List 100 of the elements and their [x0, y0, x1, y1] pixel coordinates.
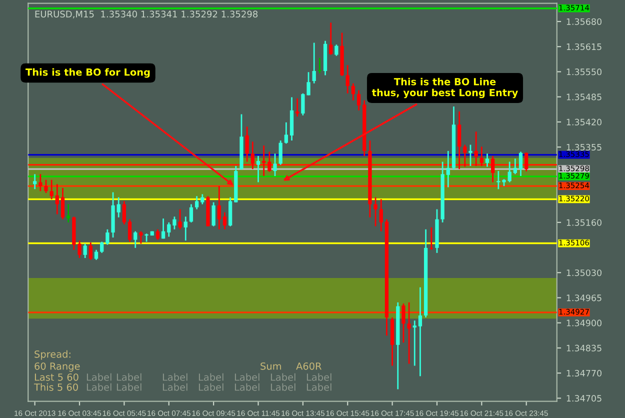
- annotation: Label: [270, 373, 296, 381]
- annotation: Label: [162, 373, 188, 381]
- candlestick: [33, 173, 37, 190]
- annotation: Label: [86, 373, 112, 381]
- candlestick: [334, 44, 338, 57]
- candlestick: [329, 22, 333, 56]
- candlestick: [356, 90, 361, 112]
- candlestick: [128, 218, 132, 242]
- candlestick: [50, 179, 54, 200]
- candlestick: [474, 130, 478, 167]
- candlestick: [156, 228, 160, 240]
- candlestick: [212, 202, 216, 227]
- candlestick: [55, 183, 59, 215]
- candlestick: [100, 241, 104, 254]
- candlestick: [351, 82, 356, 102]
- annotation: Label: [86, 383, 112, 391]
- y-tick-label: 1.35160: [566, 219, 602, 226]
- y-tick-label: 1.35420: [566, 118, 602, 126]
- candlestick: [161, 218, 166, 240]
- candlestick: [485, 152, 490, 168]
- candlestick: [184, 216, 188, 242]
- annotation: Label: [270, 383, 296, 391]
- candlestick: [402, 302, 406, 344]
- candlestick: [245, 126, 249, 162]
- annotation: This 5 60: [34, 383, 78, 391]
- candlestick: [480, 146, 484, 167]
- candlestick: [256, 155, 260, 183]
- y-tick-label: 1.35550: [566, 68, 602, 76]
- text: EURUSD,M15 1.35340 1.35341 1.35292 1.35298: [35, 10, 258, 18]
- candlestick: [457, 110, 462, 170]
- candlestick: [94, 249, 98, 261]
- annotation: Label: [234, 383, 260, 391]
- y-tick-label: 1.34705: [566, 395, 602, 402]
- candlestick: [379, 198, 383, 232]
- candlestick: [301, 92, 305, 116]
- candlestick: [446, 150, 450, 188]
- candlestick: [250, 140, 254, 170]
- candlestick: [463, 144, 467, 168]
- candlestick: [189, 204, 194, 224]
- candlestick: [122, 200, 126, 226]
- candlestick: [78, 240, 82, 259]
- annotation: Label: [198, 383, 224, 391]
- annotation: Label: [162, 383, 188, 391]
- annotation: Label: [306, 383, 332, 391]
- y-tick-label: 1.34770: [566, 370, 602, 377]
- candlestick: [491, 155, 495, 183]
- annotation: A60R: [296, 362, 322, 370]
- candlestick: [83, 242, 87, 259]
- annotation: Last 5 60: [34, 373, 78, 381]
- y-tick-label: 1.34965: [566, 294, 602, 302]
- candlestick: [407, 302, 411, 364]
- annotation: Label: [198, 373, 224, 381]
- annotation: Sum: [260, 362, 281, 370]
- candlestick: [513, 158, 517, 175]
- candlestick: [273, 152, 277, 177]
- candlestick: [412, 320, 416, 366]
- candlestick: [518, 151, 523, 177]
- candlestick: [88, 242, 93, 261]
- candlestick: [296, 98, 300, 118]
- y-tick-label: 1.35355: [566, 144, 602, 151]
- candlestick: [284, 122, 288, 144]
- candlestick: [468, 144, 472, 167]
- candlestick: [200, 194, 204, 205]
- candlestick: [38, 173, 42, 192]
- annotation: 60 Range: [34, 362, 80, 372]
- annotation: Label: [234, 373, 260, 381]
- annotation: Spread:: [34, 350, 70, 360]
- candlestick: [312, 42, 316, 84]
- candlestick: [346, 64, 350, 94]
- candlestick: [278, 140, 282, 166]
- y-tick-label: 1.34835: [566, 344, 602, 352]
- candlestick: [66, 204, 70, 224]
- annotation: This is the BO Line thus, your best Long Entry: [372, 78, 518, 98]
- y-tick-label: 1.35680: [566, 18, 602, 25]
- candlestick: [60, 187, 65, 220]
- candlestick: [262, 144, 266, 177]
- annotation: Label: [116, 383, 142, 391]
- candlestick: [116, 196, 120, 218]
- candlestick: [106, 228, 110, 246]
- y-tick-label: 1.35485: [566, 94, 602, 100]
- y-tick-label: 1.34900: [566, 320, 602, 326]
- candlestick: [508, 161, 512, 183]
- y-tick-label: 1.35030: [566, 269, 602, 276]
- candlestick: [222, 212, 227, 230]
- candlestick: [524, 152, 528, 172]
- candlestick: [172, 216, 176, 230]
- candlestick: [418, 286, 422, 377]
- candlestick: [217, 185, 221, 230]
- candlestick: [374, 196, 378, 227]
- candlestick: [139, 230, 143, 244]
- annotation: This is the BO for Long: [26, 68, 150, 78]
- annotation: Label: [116, 373, 142, 381]
- candlestick: [268, 151, 272, 172]
- candlestick: [306, 71, 310, 96]
- candlestick: [134, 230, 138, 249]
- candlestick: [318, 57, 322, 74]
- candlestick: [167, 222, 171, 238]
- annotation: Label: [306, 373, 332, 381]
- candlestick: [44, 179, 48, 194]
- candlestick: [178, 208, 182, 230]
